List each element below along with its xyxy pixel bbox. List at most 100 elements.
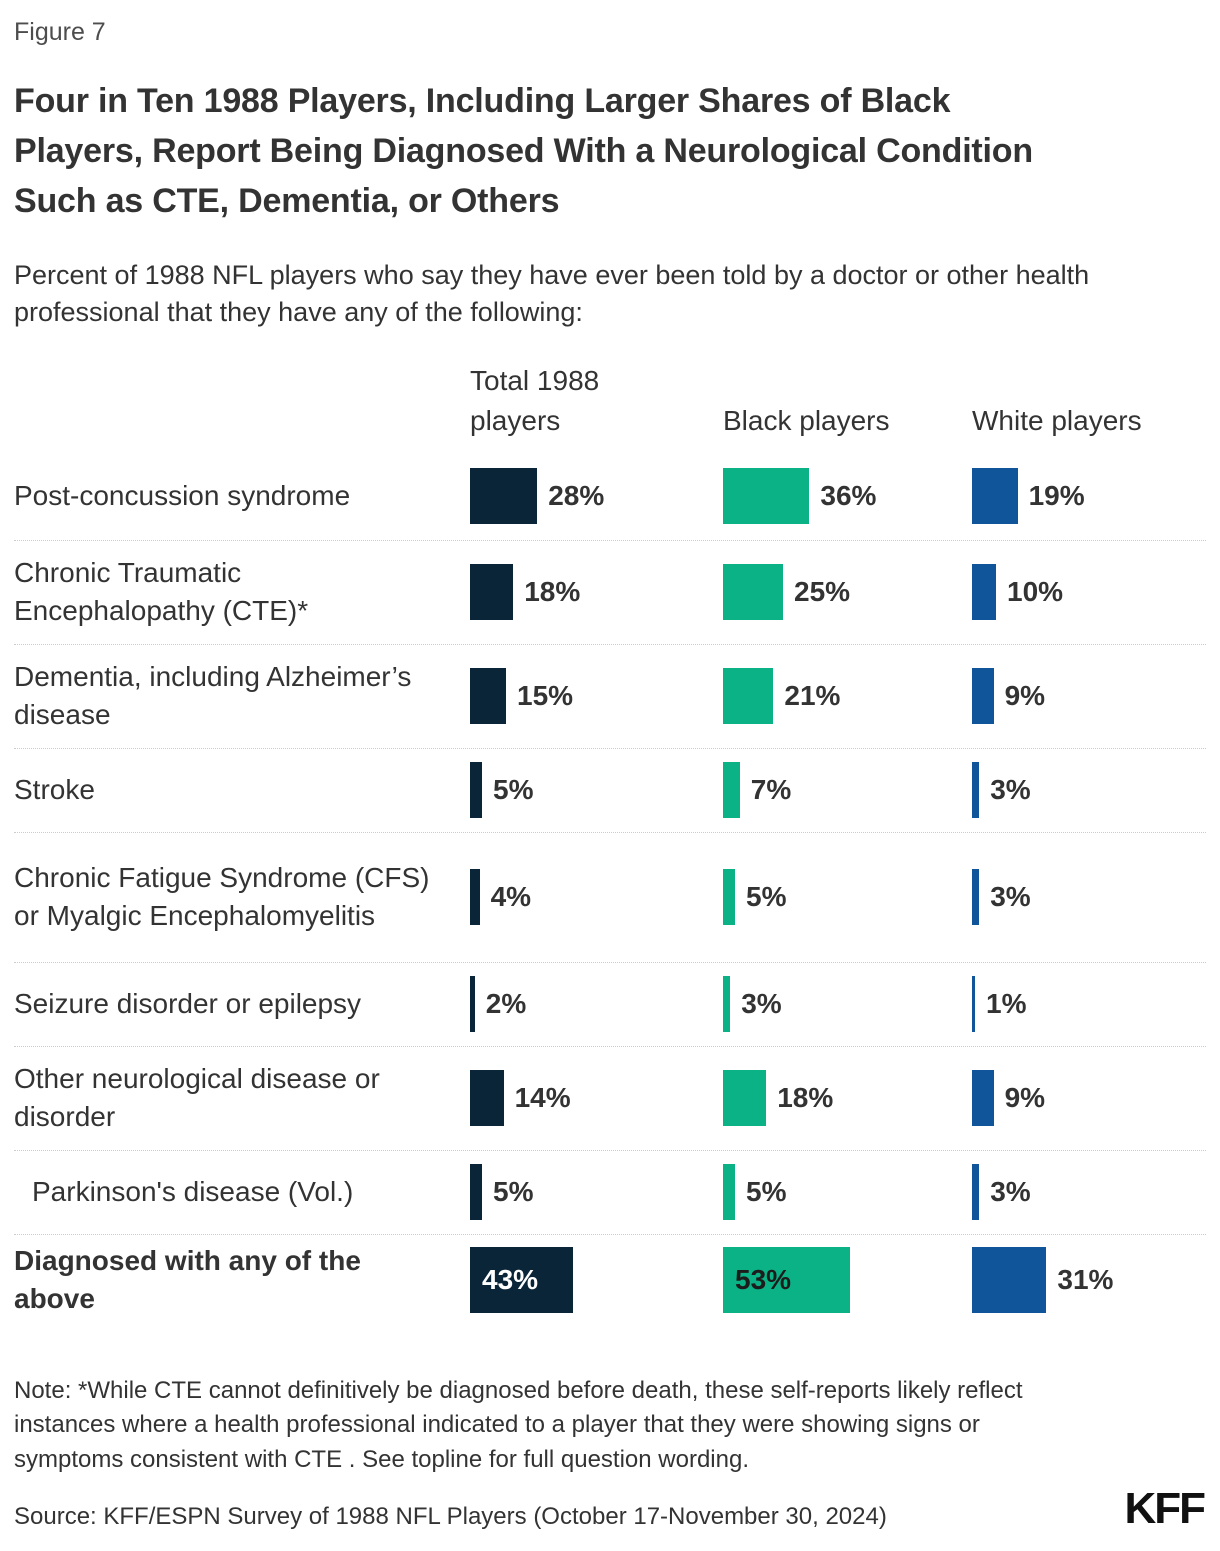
bar-white-players (972, 564, 996, 621)
value-label: 3% (990, 1176, 1031, 1208)
bar-cell: 3% (972, 749, 1206, 832)
bar-black-players (723, 869, 735, 926)
value-label: 2% (485, 988, 527, 1020)
bar-total (470, 869, 480, 926)
bar-cell: 31% (972, 1235, 1206, 1326)
bar-white-players (972, 1247, 1047, 1314)
row-label: Dementia, including Alzheimer’s disease (14, 661, 412, 731)
bar-cell: 9% (972, 645, 1206, 748)
bar-cell: 36% (723, 452, 972, 540)
bar-chart: Total 1988 players Black players White p… (14, 361, 1206, 1325)
column-header-black-players: Black players (723, 404, 890, 436)
bar-white-players (972, 668, 994, 725)
value-label: 3% (741, 988, 782, 1020)
bar-total (470, 1070, 504, 1127)
bar-total (470, 668, 506, 725)
value-label: 31% (1057, 1264, 1114, 1296)
bar-black-players (723, 1164, 735, 1221)
row-label: Other neurological disease or disorder (14, 1063, 380, 1133)
bar-total: 43% (470, 1247, 574, 1314)
value-label: 4% (490, 881, 532, 913)
bar-black-players (723, 564, 783, 621)
bar-cell: 5% (723, 1151, 972, 1234)
bar-black-players: 53% (723, 1247, 851, 1314)
value-label: 5% (746, 1176, 787, 1208)
row-label: Stroke (14, 774, 95, 806)
bar-cell: 15% (470, 645, 723, 748)
bar-cell: 7% (723, 749, 972, 832)
bar-cell: 5% (470, 1151, 723, 1234)
chart-row: Other neurological disease or disorder 1… (14, 1045, 1206, 1150)
value-label: 43% (482, 1264, 539, 1296)
bar-total (470, 1164, 482, 1221)
bar-cell: 10% (972, 541, 1206, 644)
footer: Source: KFF/ESPN Survey of 1988 NFL Play… (14, 1487, 1206, 1531)
bar-white-players (972, 762, 980, 819)
chart-subtitle: Percent of 1988 NFL players who say they… (14, 259, 1090, 328)
source-text: Source: KFF/ESPN Survey of 1988 NFL Play… (14, 1503, 887, 1531)
value-label: 18% (524, 576, 581, 608)
bar-black-players (723, 1070, 767, 1127)
bar-cell: 4% (470, 833, 723, 962)
column-header-white-players: White players (972, 404, 1142, 436)
bar-cell: 3% (972, 1151, 1206, 1234)
value-label: 3% (990, 881, 1031, 913)
bar-total (470, 467, 538, 524)
bar-total (470, 762, 482, 819)
bar-white-players (972, 1164, 980, 1221)
bar-black-players (723, 976, 731, 1033)
value-label: 28% (548, 479, 605, 511)
value-label: 14% (514, 1082, 571, 1114)
bar-cell: 43% (470, 1235, 723, 1326)
bar-white-players (972, 869, 980, 926)
chart-row: Chronic Traumatic Encephalopathy (CTE)* … (14, 539, 1206, 644)
bar-cell: 25% (723, 541, 972, 644)
bar-white-players (972, 976, 975, 1033)
chart-title: Four in Ten 1988 Players, Including Larg… (14, 82, 1033, 220)
chart-row: Seizure disorder or epilepsy 2% 3% 1% (14, 961, 1206, 1046)
value-label: 5% (493, 1176, 534, 1208)
value-label: 7% (750, 774, 792, 806)
chart-row: Parkinson's disease (Vol.) 5% 5% 3% (14, 1149, 1206, 1234)
bar-white-players (972, 1070, 994, 1127)
row-label: Chronic Fatigue Syndrome (CFS) or Myalgi… (14, 862, 430, 932)
value-label: 15% (517, 680, 574, 712)
figure-label: Figure 7 (14, 18, 106, 46)
value-label: 19% (1028, 479, 1085, 511)
bar-cell: 2% (470, 963, 723, 1046)
value-label: 5% (746, 881, 787, 913)
bar-total (470, 564, 514, 621)
chart-row: Post-concussion syndrome 28% 36% 19% (14, 452, 1206, 540)
value-label: 9% (1004, 1082, 1046, 1114)
value-label: 21% (784, 680, 841, 712)
bar-cell: 28% (470, 452, 723, 540)
value-label: 53% (735, 1264, 792, 1296)
chart-row: Dementia, including Alzheimer’s disease … (14, 643, 1206, 748)
kff-logo: KFF (1124, 1484, 1206, 1534)
bar-cell: 3% (723, 963, 972, 1046)
column-header-total: Total 1988 players (470, 365, 600, 436)
bar-cell: 18% (470, 541, 723, 644)
row-label: Diagnosed with any of the above (14, 1245, 361, 1315)
chart-row: Stroke 5% 7% 3% (14, 747, 1206, 832)
bar-cell: 19% (972, 452, 1206, 540)
value-label: 25% (794, 576, 851, 608)
value-label: 3% (990, 774, 1031, 806)
chart-row-summary: Diagnosed with any of the above 43% 53% … (14, 1233, 1206, 1326)
bar-white-players (972, 467, 1018, 524)
note-text: Note: *While CTE cannot definitively be … (14, 1376, 1023, 1473)
bar-cell: 5% (470, 749, 723, 832)
bar-black-players (723, 668, 774, 725)
bar-cell: 21% (723, 645, 972, 748)
bar-cell: 18% (723, 1047, 972, 1150)
chart-row: Chronic Fatigue Syndrome (CFS) or Myalgi… (14, 831, 1206, 962)
value-label: 1% (986, 988, 1027, 1020)
bar-black-players (723, 762, 740, 819)
row-label: Post-concussion syndrome (14, 479, 351, 511)
bar-total (470, 976, 475, 1033)
value-label: 9% (1004, 680, 1046, 712)
bar-black-players (723, 467, 810, 524)
value-label: 18% (777, 1082, 834, 1114)
row-label: Parkinson's disease (Vol.) (32, 1176, 354, 1208)
